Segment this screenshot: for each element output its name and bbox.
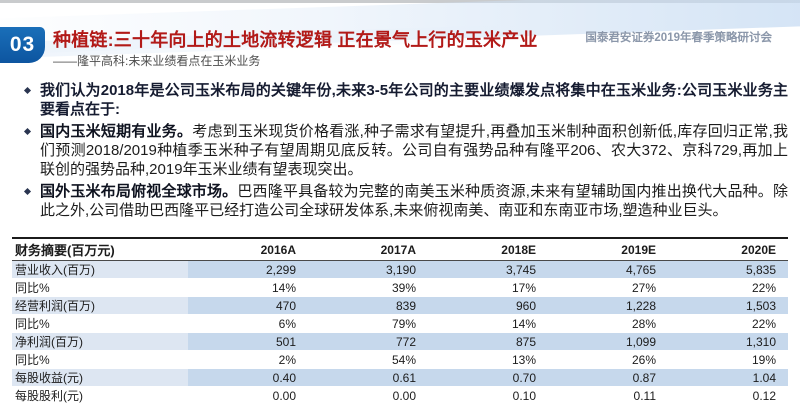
table-row: 同比% 14% 39% 17% 27% 22% (12, 279, 788, 297)
table-cell: 0.70 (428, 369, 548, 386)
table-cell: 6% (278, 316, 296, 331)
table-cell: 0.10 (512, 388, 536, 403)
bullet-item: 国外玉米布局俯视全球市场。巴西隆平具备较为完整的南美玉米种质资源,未来有望辅助国… (23, 182, 788, 220)
bullet-icon (23, 127, 32, 136)
table-cell: 0.12 (752, 388, 776, 403)
table-column-header: 2016A (260, 242, 296, 257)
table-cell: 0.00 (272, 388, 296, 403)
table-cell: 22% (751, 280, 776, 295)
table-cell: 4,765 (548, 261, 668, 278)
table-cell: 39% (391, 280, 416, 295)
bullet-icon (23, 86, 32, 95)
bullet-icon (23, 187, 32, 196)
financial-table: 财务摘要(百万元) 2016A 2017A 2018E 2019E 2020E 营业收入(百… (12, 237, 788, 405)
table-cell: 3,190 (308, 261, 428, 278)
bullet-lead: 国外玉米布局俯视全球市场。 (40, 183, 238, 200)
table-row-label: 同比% (15, 317, 50, 331)
table-cell: 3,745 (428, 261, 548, 278)
slide-title: 种植链:三十年向上的土地流转逻辑 正在景气上行的玉米产业 (53, 30, 538, 50)
table-cell: 839 (308, 297, 428, 314)
table-row-label: 每股收益(元) (12, 369, 188, 386)
table-row-label: 净利润(百万) (12, 333, 188, 350)
table-row-label: 经营利润(百万) (12, 297, 188, 314)
table-cell: 1,310 (668, 333, 788, 350)
table-cell: 22% (751, 316, 776, 331)
table-column-header: 2018E (501, 242, 536, 257)
table-cell: 2% (278, 352, 296, 367)
table-cell: 17% (511, 280, 536, 295)
table-cell: 0.87 (548, 369, 668, 386)
table-cell: 26% (631, 352, 656, 367)
table-cell: 28% (631, 316, 656, 331)
table-column-header: 2017A (380, 242, 416, 257)
table-row-label: 同比% (15, 353, 50, 367)
table-row: 净利润(百万) 501 772 875 1,099 1,310 (12, 333, 788, 351)
table-cell: 1.04 (668, 369, 788, 386)
table-cell: 0.00 (392, 388, 416, 403)
table-cell: 0.11 (633, 388, 656, 403)
section-number-badge: 03 (0, 27, 45, 63)
table-cell: 14% (511, 316, 536, 331)
table-cell: 0.40 (188, 369, 308, 386)
table-cell: 501 (188, 333, 308, 350)
bullet-text: 我们认为2018年是公司玉米布局的关键年份,未来3-5年公司的主要业绩爆发点将集… (40, 82, 788, 118)
table-cell: 2,299 (188, 261, 308, 278)
bullet-text: 国外玉米布局俯视全球市场。巴西隆平具备较为完整的南美玉米种质资源,未来有望辅助国… (40, 183, 788, 219)
table-cell: 14% (271, 280, 296, 295)
bullet-list: 我们认为2018年是公司玉米布局的关键年份,未来3-5年公司的主要业绩爆发点将集… (23, 81, 788, 223)
table-cell: 79% (391, 316, 416, 331)
table-row-label: 营业收入(百万) (12, 261, 188, 278)
table-cell: 27% (631, 280, 656, 295)
table-cell: 470 (188, 297, 308, 314)
table-cell: 54% (391, 352, 416, 367)
table-cell: 13% (511, 352, 536, 367)
top-divider (0, 0, 800, 3)
table-row: 每股股利(元) 0.00 0.00 0.10 0.11 0.12 (12, 387, 788, 405)
table-cell: 1,099 (548, 333, 668, 350)
table-row: 同比% 6% 79% 14% 28% 22% (12, 315, 788, 333)
table-cell: 19% (751, 352, 776, 367)
table-cell: 772 (308, 333, 428, 350)
table-row-label: 每股股利(元) (15, 389, 83, 403)
table-row: 经营利润(百万) 470 839 960 1,228 1,503 (12, 297, 788, 315)
bullet-item: 我们认为2018年是公司玉米布局的关键年份,未来3-5年公司的主要业绩爆发点将集… (23, 81, 788, 119)
table-cell: 5,835 (668, 261, 788, 278)
table-row: 每股收益(元) 0.40 0.61 0.70 0.87 1.04 (12, 369, 788, 387)
table-cell: 960 (428, 297, 548, 314)
bullet-item: 国内玉米短期有业务。考虑到玉米现货价格看涨,种子需求有望提升,再叠加玉米制种面积… (23, 122, 788, 179)
table-row: 营业收入(百万) 2,299 3,190 3,745 4,765 5,835 (12, 261, 788, 279)
bullet-text: 国内玉米短期有业务。考虑到玉米现货价格看涨,种子需求有望提升,再叠加玉米制种面积… (40, 123, 788, 178)
conference-label: 国泰君安证券2019年春季策略研讨会 (585, 32, 772, 44)
slide-subtitle: ——隆平高科:未来业绩看点在玉米业务 (53, 54, 261, 68)
table-cell: 1,503 (668, 297, 788, 314)
table-cell: 1,228 (548, 297, 668, 314)
table-cell: 875 (428, 333, 548, 350)
table-row: 同比% 2% 54% 13% 26% 19% (12, 351, 788, 369)
table-header-row: 财务摘要(百万元) 2016A 2017A 2018E 2019E 2020E (12, 239, 788, 261)
table-row-label: 同比% (15, 281, 50, 295)
table-corner-label: 财务摘要(百万元) (15, 243, 115, 258)
table-cell: 0.61 (308, 369, 428, 386)
table-column-header: 2019E (621, 242, 656, 257)
bullet-lead: 国内玉米短期有业务。 (40, 123, 193, 140)
table-column-header: 2020E (741, 242, 776, 257)
